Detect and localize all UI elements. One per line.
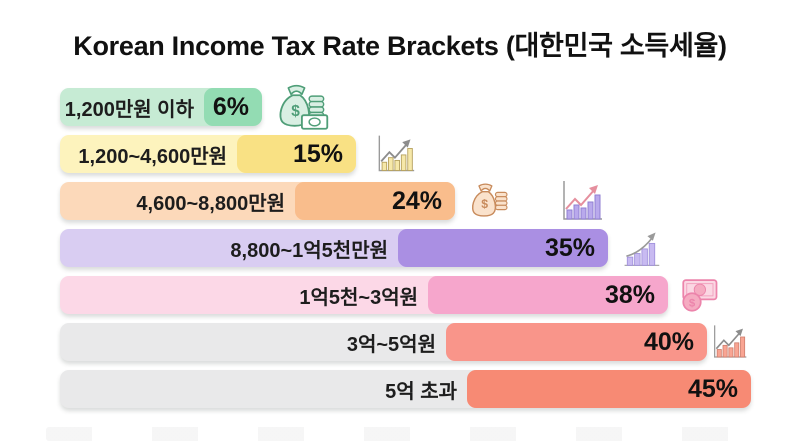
svg-text:$: $	[481, 197, 488, 211]
faint-bottom-watermark	[46, 427, 758, 441]
bracket-label: 5억 초과	[385, 380, 457, 403]
bracket-rate-value: 6%	[212, 92, 249, 121]
bracket-label: 8,800~1억5천만원	[230, 239, 388, 262]
tax-bracket-row: 15% 1,200~4,600만원	[0, 135, 800, 173]
bracket-label: 1,200~4,600만원	[78, 145, 227, 168]
bracket-bar: 6% 1,200만원 이하	[60, 88, 262, 126]
bracket-rate-segment: 45%	[467, 370, 751, 408]
bracket-rate-segment: 6%	[204, 88, 262, 126]
bracket-rate-value: 38%	[604, 280, 655, 309]
bracket-rate-value: 15%	[292, 139, 343, 168]
bracket-rate-value: 24%	[391, 186, 442, 215]
bar-chart-arrow-icon	[556, 177, 604, 225]
bracket-label: 1,200만원 이하	[64, 98, 194, 121]
svg-text:$: $	[291, 103, 300, 120]
bracket-bar: 45% 5억 초과	[60, 370, 751, 408]
tax-bracket-row: 38% 1억5천~3억원 $	[0, 276, 800, 314]
tax-bracket-row: 45% 5억 초과	[0, 370, 800, 408]
growth-bars-arrow-icon	[620, 227, 662, 269]
bracket-bar: 40% 3억~5억원	[60, 323, 707, 361]
bracket-rate-segment: 35%	[398, 229, 608, 267]
bar-chart-arrow-icon	[708, 322, 748, 362]
money-bag-coins-banknote-icon: $	[272, 78, 330, 136]
bracket-rate-segment: 38%	[428, 276, 668, 314]
bracket-rate-value: 45%	[687, 374, 738, 403]
tax-bracket-row: 35% 8,800~1억5천만원	[0, 229, 800, 267]
bracket-bar: 15% 1,200~4,600만원	[60, 135, 356, 173]
svg-text:$: $	[689, 297, 696, 309]
bracket-label: 4,600~8,800만원	[136, 192, 285, 215]
bar-chart-arrow-icon	[372, 132, 416, 176]
money-bag-coins-icon: $	[466, 178, 512, 224]
bracket-bar: 35% 8,800~1억5천만원	[60, 229, 608, 267]
bracket-rate-value: 40%	[643, 327, 694, 356]
banknote-coin-icon: $	[678, 274, 720, 316]
bracket-label: 3억~5억원	[346, 333, 436, 356]
bracket-rate-segment: 40%	[446, 323, 707, 361]
bracket-bar: 38% 1억5천~3억원	[60, 276, 668, 314]
bracket-label: 1억5천~3억원	[299, 286, 418, 309]
chart-title: Korean Income Tax Rate Brackets (대한민국 소득…	[73, 31, 727, 61]
tax-bracket-row: 24% 4,600~8,800만원 $	[0, 181, 800, 220]
bracket-rate-value: 35%	[544, 233, 595, 262]
tax-bracket-row: 40% 3억~5억원	[0, 323, 800, 361]
bracket-rate-segment: 15%	[237, 135, 356, 173]
bracket-bar: 24% 4,600~8,800만원	[60, 182, 455, 220]
tax-bracket-row: 6% 1,200만원 이하 $	[0, 84, 800, 130]
bracket-rate-segment: 24%	[295, 182, 455, 220]
